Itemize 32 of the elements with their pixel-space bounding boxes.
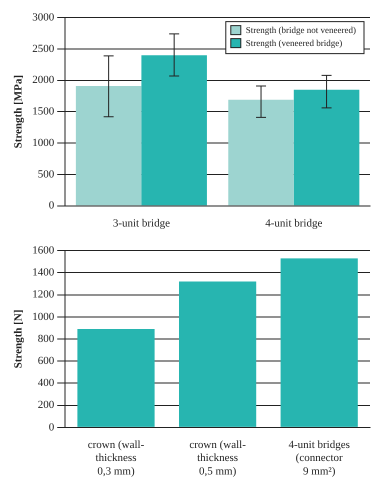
y-tick-label: 1600 [32, 244, 55, 256]
y-tick-label: 0 [48, 421, 55, 434]
x-tick-label: 4-unit bridge [265, 217, 322, 230]
y-tick-label: 1500 [32, 106, 55, 118]
bar [77, 329, 155, 427]
bar [280, 258, 358, 427]
bar [228, 100, 294, 206]
y-tick-label: 200 [38, 399, 55, 412]
y-axis-title: Strength [N] [12, 310, 24, 368]
x-tick-label: crown (wall- thickness 0,3 mm) [88, 438, 145, 478]
y-tick-label: 600 [38, 354, 55, 367]
y-tick-label: 1000 [32, 136, 55, 149]
bar [141, 55, 207, 206]
y-tick-label: 2000 [32, 74, 55, 86]
bar [76, 86, 142, 206]
y-tick-label: 500 [38, 168, 55, 180]
bar [178, 282, 256, 427]
bar [294, 90, 360, 206]
legend-label: Strength (bridge not veneered) [246, 24, 356, 35]
y-tick-label: 3000 [32, 11, 55, 24]
x-tick-label: crown (wall- thickness 0,5 mm) [189, 438, 246, 478]
y-tick-label: 2500 [32, 42, 55, 55]
y-tick-label: 800 [38, 332, 55, 345]
x-tick-label: 4-unit bridges (connector 9 mm²) [288, 438, 350, 478]
y-tick-label: 0 [48, 200, 55, 212]
y-tick-label: 1000 [32, 310, 55, 323]
y-tick-label: 400 [38, 377, 55, 390]
y-axis-title: Strength [MPa] [12, 74, 24, 148]
legend-label: Strength (veneered bridge) [246, 38, 342, 48]
y-tick-label: 1400 [32, 266, 55, 279]
y-tick-label: 1200 [32, 288, 55, 301]
x-tick-label: 3-unit bridge [112, 217, 170, 230]
